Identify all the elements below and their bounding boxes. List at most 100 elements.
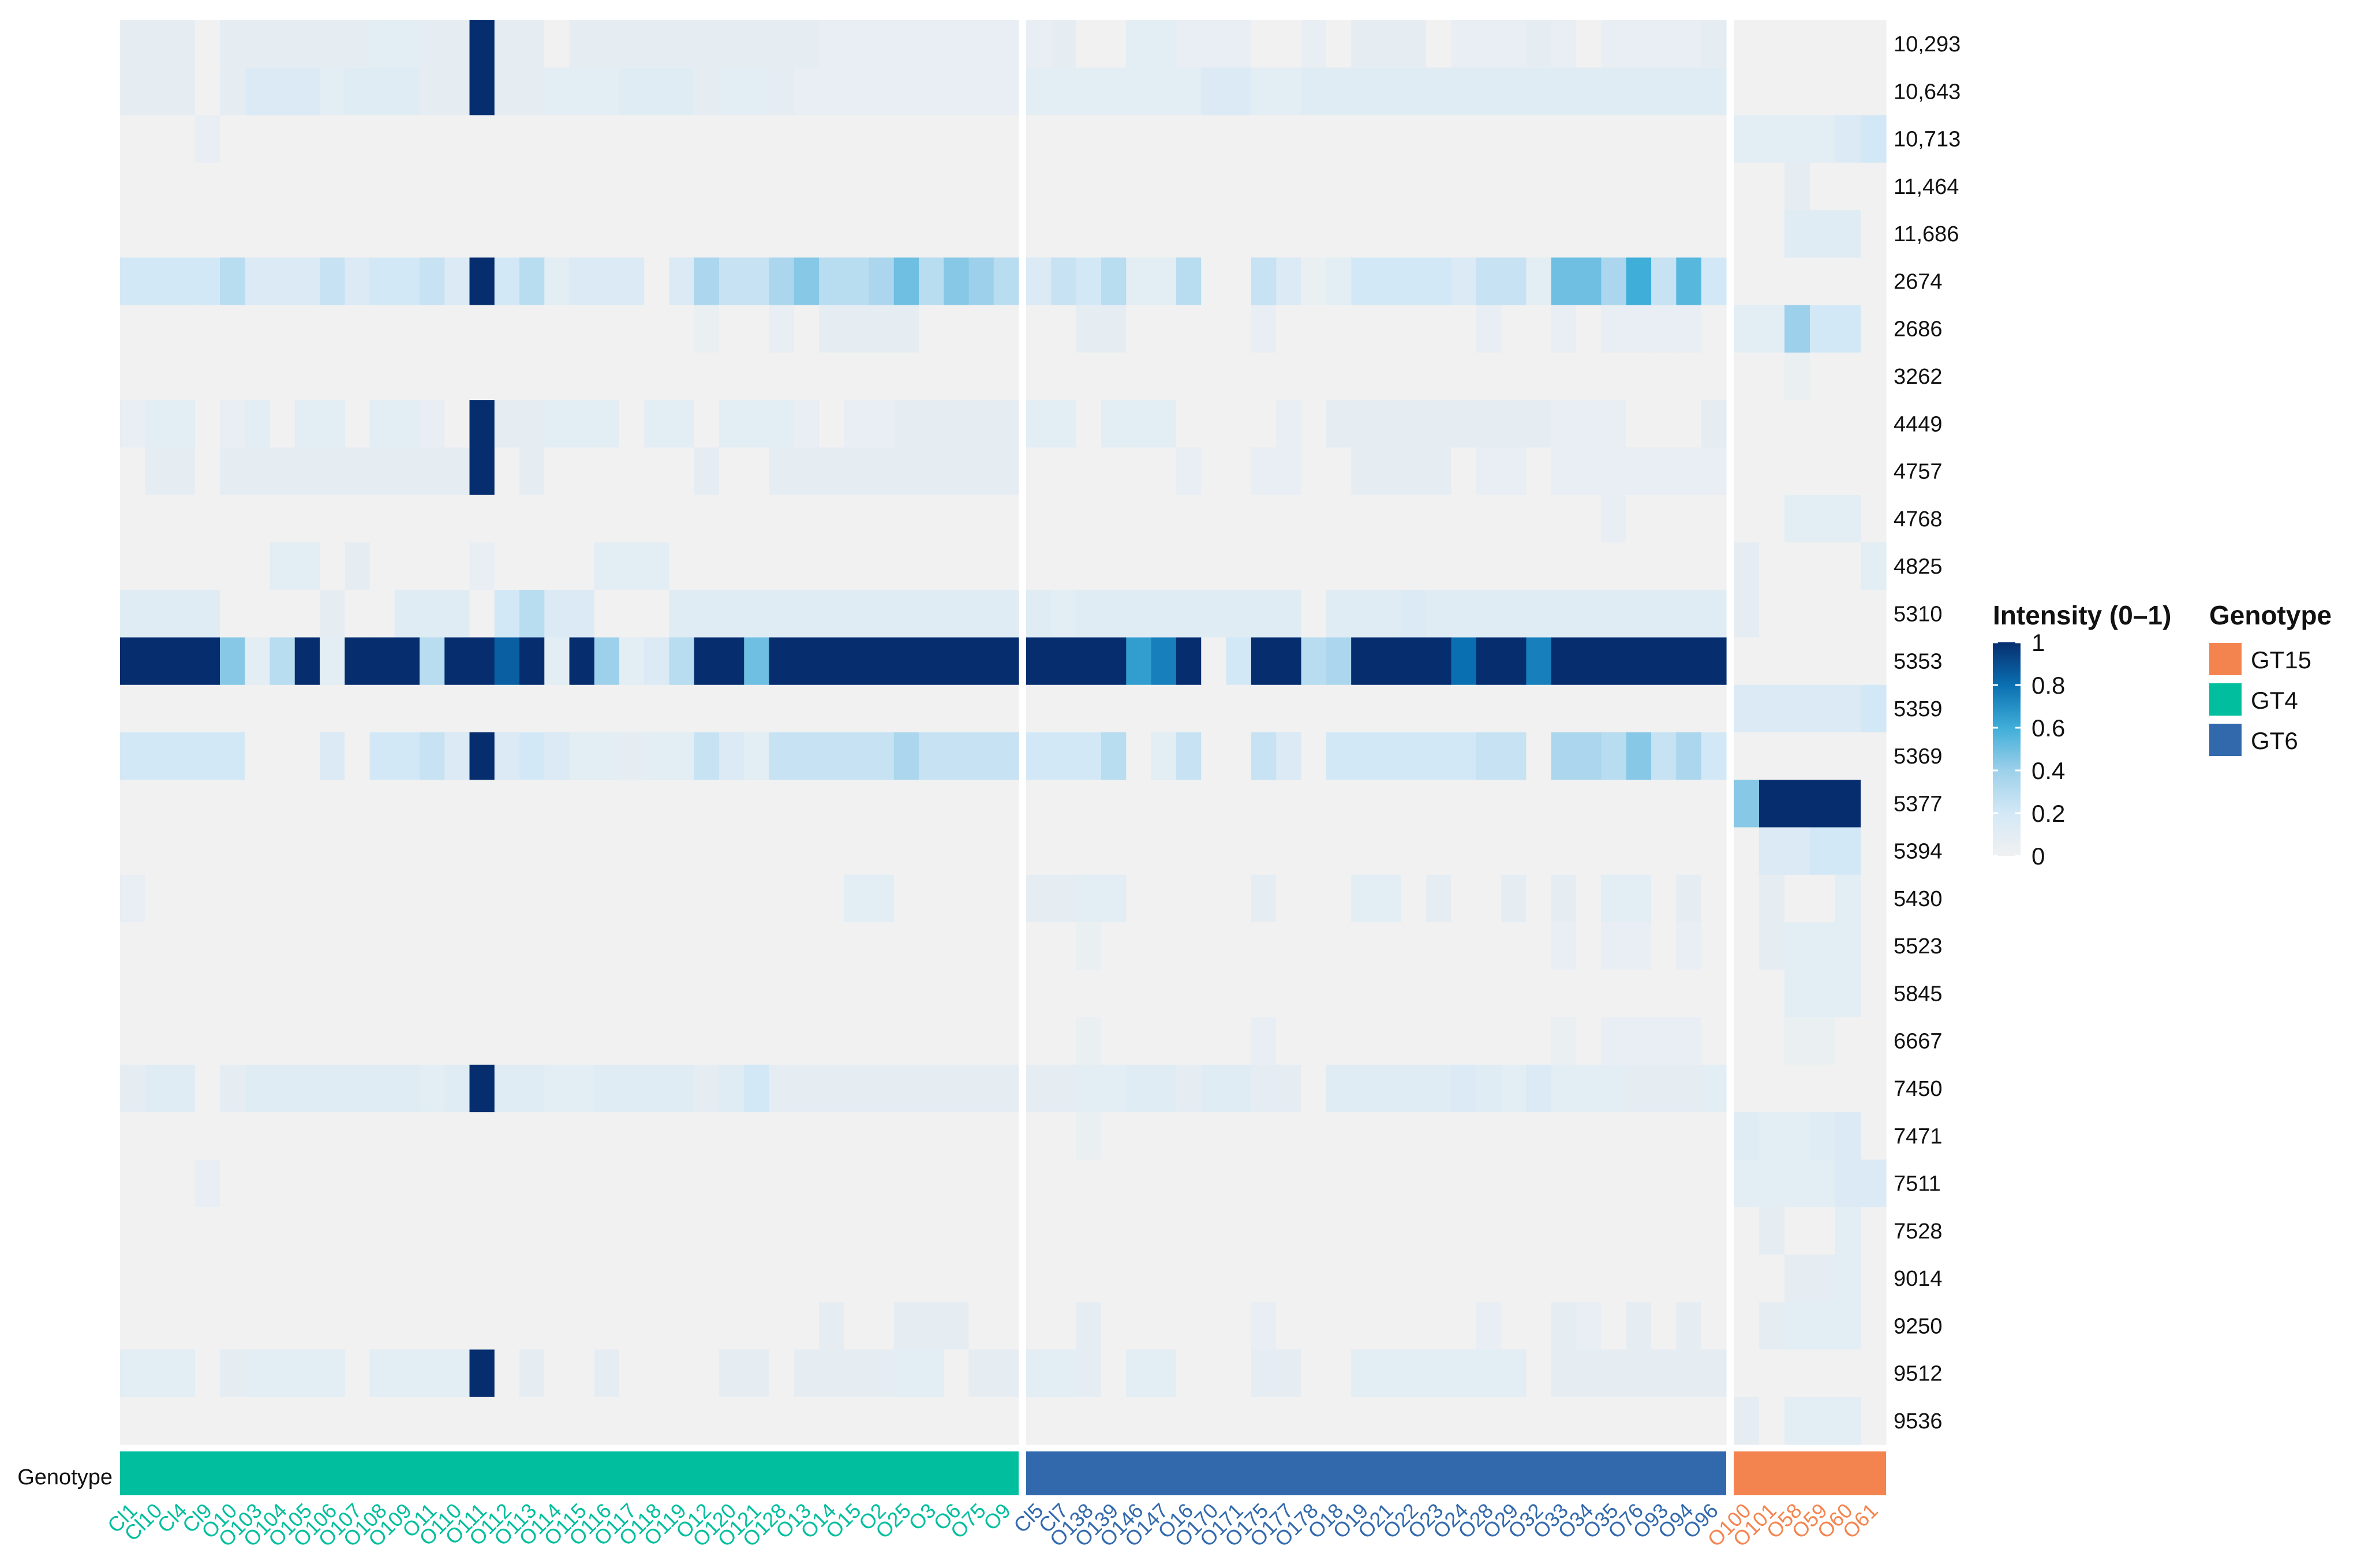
heatmap-cell-gt6-O93-6667	[1651, 1017, 1677, 1065]
heatmap-cell-gt6-O33-5310	[1551, 590, 1577, 638]
heatmap-cell-gt4-O107-4825	[345, 542, 371, 590]
heatmap-cell-gt6-O29-9250	[1501, 1302, 1527, 1350]
heatmap-cell-gt4-O108-4449	[369, 400, 395, 448]
heatmap-cell-gt4-O14-10643	[819, 68, 844, 116]
heatmap-cell-gt4-O112-4449	[494, 400, 520, 448]
heatmap-cell-gt4-O109-11464	[394, 162, 420, 211]
heatmap-cell-gt4-O107-5310	[345, 590, 371, 638]
heatmap-cell-gt4-O113-5845	[519, 970, 545, 1018]
heatmap-cell-gt6-O28-11464	[1476, 162, 1502, 211]
heatmap-cell-gt15-O100-5359	[1734, 684, 1760, 733]
heatmap-cell-gt15-O60-9014	[1835, 1254, 1861, 1303]
heatmap-cell-gt6-O96-10293	[1701, 20, 1727, 68]
heatmap-cell-gt6-O21-10713	[1376, 115, 1402, 163]
heatmap-cell-gt4-O2-7511	[869, 1159, 895, 1208]
row-label-5845: 5845	[1894, 982, 1943, 1006]
heatmap-cell-gt4-O9-2686	[993, 305, 1019, 353]
heatmap-cell-gt6-O22-2686	[1401, 305, 1427, 353]
heatmap-cell-gt6-O171-5353	[1226, 637, 1252, 686]
heatmap-cell-gt4-O117-7471	[619, 1112, 645, 1160]
heatmap-cell-gt6-O178-5310	[1301, 590, 1327, 638]
heatmap-cell-gt15-O60-11686	[1835, 210, 1861, 258]
heatmap-cell-gt4-O103-10293	[245, 20, 271, 68]
heatmap-cell-gt6-O29-11686	[1501, 210, 1527, 258]
heatmap-cell-gt4-Cl9-5369	[194, 732, 220, 780]
heatmap-cell-gt6-O93-2674	[1651, 257, 1677, 306]
heatmap-cell-gt4-O9-7528	[993, 1207, 1019, 1255]
heatmap-cell-gt15-O60-11464	[1835, 162, 1861, 211]
heatmap-cell-gt4-O9-5377	[993, 780, 1019, 828]
heatmap-cell-gt6-O23-10713	[1426, 115, 1452, 163]
heatmap-cell-gt4-O9-2674	[993, 257, 1019, 306]
heatmap-cell-gt4-O9-3262	[993, 352, 1019, 401]
heatmap-cell-gt4-Cl10-4449	[145, 400, 171, 448]
heatmap-cell-gt6-O29-4768	[1501, 495, 1527, 543]
heatmap-cell-gt6-O34-7511	[1576, 1159, 1602, 1208]
heatmap-cell-gt6-O19-5523	[1351, 922, 1377, 970]
heatmap-cell-gt4-O113-10293	[519, 20, 545, 68]
heatmap-cell-gt4-O2-2686	[869, 305, 895, 353]
heatmap-cell-gt4-O107-2686	[345, 305, 371, 353]
heatmap-cell-gt4-O115-5377	[569, 780, 595, 828]
heatmap-cell-gt6-O147-5430	[1151, 874, 1177, 923]
heatmap-cell-gt6-O32-7450	[1526, 1064, 1552, 1113]
heatmap-cell-gt4-O110-5377	[444, 780, 470, 828]
heatmap-cell-gt6-O16-7528	[1176, 1207, 1202, 1255]
heatmap-cell-gt4-Cl1-7450	[120, 1064, 145, 1113]
heatmap-cell-gt4-O109-2674	[394, 257, 420, 306]
heatmap-cell-gt4-O114-5353	[544, 637, 570, 686]
heatmap-cell-gt4-O110-6667	[444, 1017, 470, 1065]
heatmap-cell-gt6-O35-5430	[1601, 874, 1627, 923]
heatmap-cell-gt4-O112-3262	[494, 352, 520, 401]
heatmap-cell-gt4-Cl1-11464	[120, 162, 145, 211]
heatmap-cell-gt4-O104-5845	[270, 970, 295, 1018]
heatmap-cell-gt15-O101-4768	[1759, 495, 1785, 543]
heatmap-cell-gt4-O120-4825	[719, 542, 744, 590]
heatmap-cell-gt6-O34-9512	[1576, 1349, 1602, 1398]
heatmap-cell-gt4-O111-5359	[469, 684, 495, 733]
heatmap-cell-gt6-O138-3262	[1076, 352, 1102, 401]
heatmap-cell-gt4-O115-3262	[569, 352, 595, 401]
heatmap-cell-gt4-Cl4-4449	[170, 400, 196, 448]
heatmap-cell-gt4-O109-7528	[394, 1207, 420, 1255]
heatmap-cell-gt6-O33-5353	[1551, 637, 1577, 686]
heatmap-cell-gt4-O10-11686	[220, 210, 245, 258]
heatmap-cell-gt6-O34-5845	[1576, 970, 1602, 1018]
heatmap-cell-gt4-Cl10-10713	[145, 115, 171, 163]
heatmap-cell-gt4-O118-5377	[644, 780, 670, 828]
heatmap-cell-gt6-O28-5523	[1476, 922, 1502, 970]
heatmap-cell-gt4-O105-6667	[294, 1017, 320, 1065]
heatmap-cell-gt4-O106-7450	[320, 1064, 345, 1113]
heatmap-cell-gt4-O114-5377	[544, 780, 570, 828]
heatmap-cell-gt4-O13-9536	[794, 1397, 820, 1445]
heatmap-cell-gt6-O21-5359	[1376, 684, 1402, 733]
heatmap-cell-gt6-O23-4449	[1426, 400, 1452, 448]
heatmap-cell-gt6-O170-7450	[1201, 1064, 1227, 1113]
heatmap-cell-gt6-O146-2674	[1126, 257, 1152, 306]
heatmap-cell-gt15-O58-3262	[1784, 352, 1810, 401]
heatmap-cell-gt4-O110-10643	[444, 68, 470, 116]
heatmap-cell-gt6-O175-11686	[1251, 210, 1277, 258]
heatmap-cell-gt4-O105-7511	[294, 1159, 320, 1208]
heatmap-cell-gt6-O175-11464	[1251, 162, 1277, 211]
heatmap-cell-gt4-Cl10-5353	[145, 637, 171, 686]
heatmap-cell-gt6-O175-9250	[1251, 1302, 1277, 1350]
heatmap-cell-gt4-O3-10713	[919, 115, 944, 163]
heatmap-cell-gt6-O23-5523	[1426, 922, 1452, 970]
heatmap-cell-gt4-O118-5369	[644, 732, 670, 780]
heatmap-cell-gt6-O16-7450	[1176, 1064, 1202, 1113]
heatmap-cell-gt4-O115-11464	[569, 162, 595, 211]
heatmap-cell-gt4-O15-2674	[844, 257, 870, 306]
heatmap-cell-gt6-O33-4449	[1551, 400, 1577, 448]
heatmap-cell-gt4-O110-9512	[444, 1349, 470, 1398]
heatmap-cell-gt4-O103-6667	[245, 1017, 271, 1065]
heatmap-cell-gt6-O147-10643	[1151, 68, 1177, 116]
heatmap-cell-gt6-O93-9250	[1651, 1302, 1677, 1350]
heatmap-cell-gt4-O103-10643	[245, 68, 271, 116]
heatmap-cell-gt4-O12-5359	[694, 684, 720, 733]
heatmap-cell-gt4-O116-11686	[594, 210, 620, 258]
heatmap-cell-gt4-O110-11464	[444, 162, 470, 211]
heatmap-cell-gt6-O146-5377	[1126, 780, 1152, 828]
heatmap-cell-gt15-O101-3262	[1759, 352, 1785, 401]
heatmap-cell-gt4-O103-7511	[245, 1159, 271, 1208]
